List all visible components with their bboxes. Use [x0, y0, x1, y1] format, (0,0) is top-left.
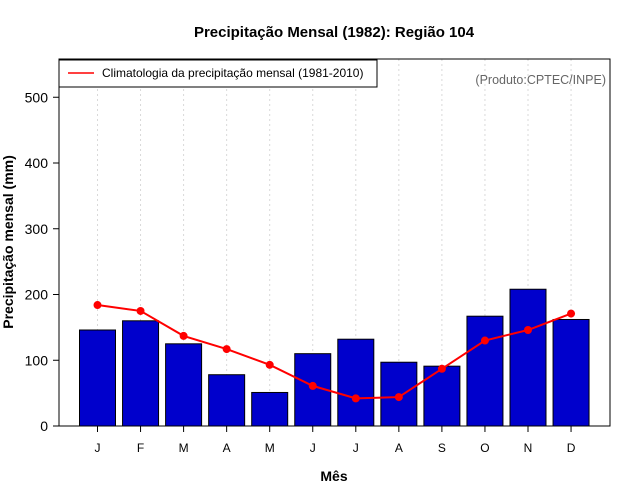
y-tick-label: 100	[25, 352, 49, 368]
x-tick-label: A	[223, 441, 231, 455]
bar	[165, 343, 203, 427]
climatology-point	[93, 301, 102, 310]
bar	[251, 391, 289, 427]
chart-title: Precipitação Mensal (1982): Região 104	[194, 24, 475, 41]
legend-label: Climatologia da precipitação mensal (198…	[102, 66, 363, 80]
bar	[552, 318, 590, 427]
climatology-point	[394, 393, 403, 402]
x-tick-label: A	[395, 441, 403, 455]
climatology-point	[524, 326, 532, 335]
x-tick-label: N	[524, 441, 533, 455]
y-axis-title: Precipitação mensal (mm)	[0, 155, 16, 329]
x-tick-label: D	[567, 441, 576, 455]
x-axis-title: Mês	[320, 468, 347, 484]
x-tick-label: J	[353, 441, 359, 455]
bar	[509, 288, 547, 427]
climatology-point	[222, 345, 231, 354]
y-tick-label: 400	[25, 155, 49, 171]
climatology-point	[265, 360, 274, 369]
y-tick-label: 0	[40, 418, 48, 434]
plot-frame	[58, 58, 611, 427]
x-tick-label: O	[480, 441, 489, 455]
y-tick-label: 500	[25, 89, 49, 105]
y-tick-label: 200	[25, 287, 49, 303]
x-tick-label: M	[179, 441, 189, 455]
legend-box	[58, 59, 378, 88]
y-tick-label: 300	[25, 221, 49, 237]
x-tick-label: M	[265, 441, 275, 455]
x-tick-label: S	[438, 441, 446, 455]
bar	[466, 315, 504, 427]
x-tick-label: J	[95, 441, 101, 455]
bar	[423, 365, 461, 427]
climatology-series-line	[97, 304, 572, 400]
x-tick-label: F	[137, 441, 144, 455]
climatology-point	[351, 394, 360, 403]
bar	[208, 374, 246, 427]
climatology-point	[136, 306, 145, 315]
bar	[337, 338, 375, 427]
bar	[122, 320, 160, 427]
climatology-point	[480, 336, 489, 345]
legend: Climatologia da precipitação mensal (198…	[58, 59, 378, 88]
bar	[79, 329, 116, 427]
y-axis: 0 100 200 300 400 500	[25, 89, 59, 434]
climatology-line	[93, 301, 576, 403]
credit-text: (Produto:CPTEC/INPE)	[475, 73, 606, 87]
climatology-point	[308, 381, 317, 390]
climatology-point	[437, 364, 446, 373]
climatology-point	[179, 331, 188, 340]
x-tick-label: J	[310, 441, 316, 455]
bars	[79, 288, 590, 427]
climatology-point	[567, 309, 576, 318]
